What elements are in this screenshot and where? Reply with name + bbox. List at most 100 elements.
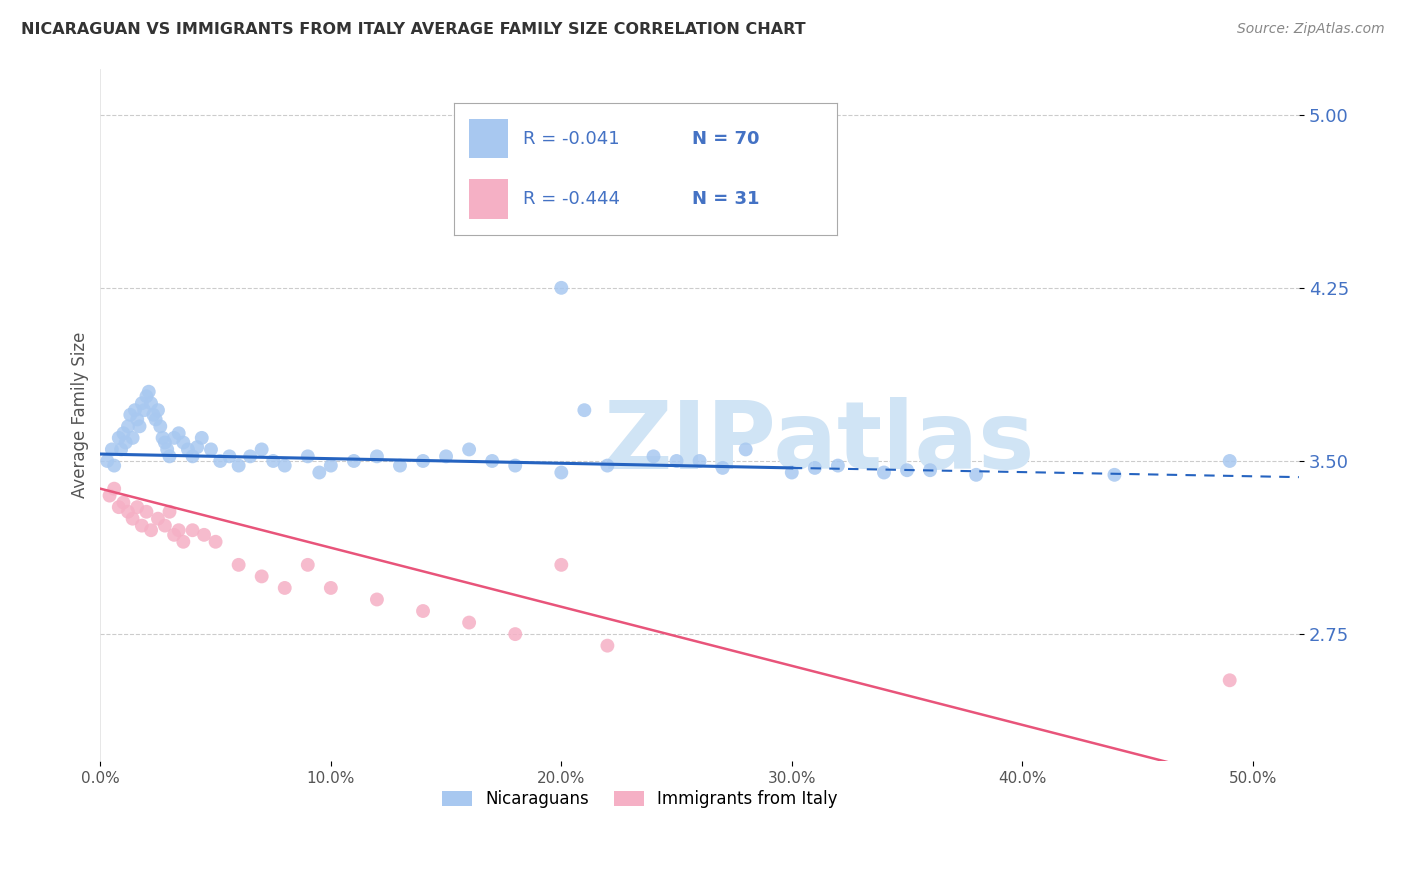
Point: [319, 581, 342, 595]
Point: [167, 523, 190, 537]
Point: [107, 500, 129, 515]
Text: NICARAGUAN VS IMMIGRANTS FROM ITALY AVERAGE FAMILY SIZE CORRELATION CHART: NICARAGUAN VS IMMIGRANTS FROM ITALY AVER…: [21, 22, 806, 37]
Point: [920, 463, 942, 477]
Point: [734, 442, 756, 457]
Point: [134, 403, 156, 417]
Point: [434, 450, 457, 464]
Point: [181, 523, 204, 537]
Point: [689, 454, 711, 468]
Point: [127, 412, 149, 426]
Point: [574, 403, 596, 417]
Point: [149, 419, 172, 434]
Point: [146, 511, 169, 525]
Point: [167, 426, 190, 441]
Text: Source: ZipAtlas.com: Source: ZipAtlas.com: [1237, 22, 1385, 37]
Point: [127, 500, 149, 515]
Point: [503, 458, 526, 473]
Point: [138, 384, 160, 399]
Point: [121, 511, 143, 525]
Point: [209, 454, 232, 468]
Point: [98, 489, 121, 503]
Point: [297, 558, 319, 572]
Point: [117, 505, 139, 519]
Point: [163, 431, 186, 445]
Point: [96, 454, 118, 468]
Point: [596, 458, 619, 473]
Point: [239, 450, 262, 464]
Point: [200, 442, 222, 457]
Point: [1219, 454, 1241, 468]
Point: [366, 450, 388, 464]
Point: [412, 454, 434, 468]
Point: [131, 518, 153, 533]
Point: [481, 454, 503, 468]
Point: [139, 523, 162, 537]
Point: [172, 435, 194, 450]
Point: [107, 431, 129, 445]
Point: [152, 431, 174, 445]
Point: [103, 458, 125, 473]
Point: [145, 412, 167, 426]
Point: [780, 466, 803, 480]
Point: [112, 495, 135, 509]
Point: [193, 528, 215, 542]
Point: [250, 569, 273, 583]
Point: [458, 442, 481, 457]
Point: [124, 403, 146, 417]
Point: [1219, 673, 1241, 688]
Point: [131, 396, 153, 410]
Point: [172, 534, 194, 549]
Point: [181, 450, 204, 464]
Point: [596, 639, 619, 653]
Point: [643, 450, 665, 464]
Point: [191, 431, 214, 445]
Point: [308, 466, 330, 480]
Point: [711, 461, 734, 475]
Point: [135, 505, 157, 519]
Point: [550, 558, 572, 572]
Point: [388, 458, 411, 473]
Point: [228, 558, 250, 572]
Point: [804, 461, 827, 475]
Point: [965, 467, 987, 482]
Point: [146, 403, 169, 417]
Point: [204, 534, 226, 549]
Point: [103, 482, 125, 496]
Point: [250, 442, 273, 457]
Point: [262, 454, 284, 468]
Point: [139, 396, 162, 410]
Point: [366, 592, 388, 607]
Point: [153, 435, 176, 450]
Y-axis label: Average Family Size: Average Family Size: [72, 332, 89, 498]
Point: [142, 408, 165, 422]
Point: [827, 458, 849, 473]
Point: [873, 466, 896, 480]
Point: [319, 458, 342, 473]
Point: [228, 458, 250, 473]
Point: [128, 419, 150, 434]
Point: [114, 435, 136, 450]
Point: [896, 463, 918, 477]
Point: [159, 505, 181, 519]
Point: [121, 431, 143, 445]
Point: [274, 581, 297, 595]
Point: [153, 518, 176, 533]
Point: [186, 440, 208, 454]
Legend: Nicaraguans, Immigrants from Italy: Nicaraguans, Immigrants from Italy: [434, 784, 844, 815]
Point: [297, 450, 319, 464]
Point: [412, 604, 434, 618]
Point: [550, 466, 572, 480]
Point: [1104, 467, 1126, 482]
Point: [135, 389, 157, 403]
Point: [503, 627, 526, 641]
Point: [177, 442, 200, 457]
Point: [110, 442, 132, 457]
Point: [550, 281, 572, 295]
Point: [343, 454, 366, 468]
Point: [159, 450, 181, 464]
Point: [458, 615, 481, 630]
Point: [120, 408, 142, 422]
Point: [163, 528, 186, 542]
Point: [665, 454, 688, 468]
Point: [112, 426, 135, 441]
